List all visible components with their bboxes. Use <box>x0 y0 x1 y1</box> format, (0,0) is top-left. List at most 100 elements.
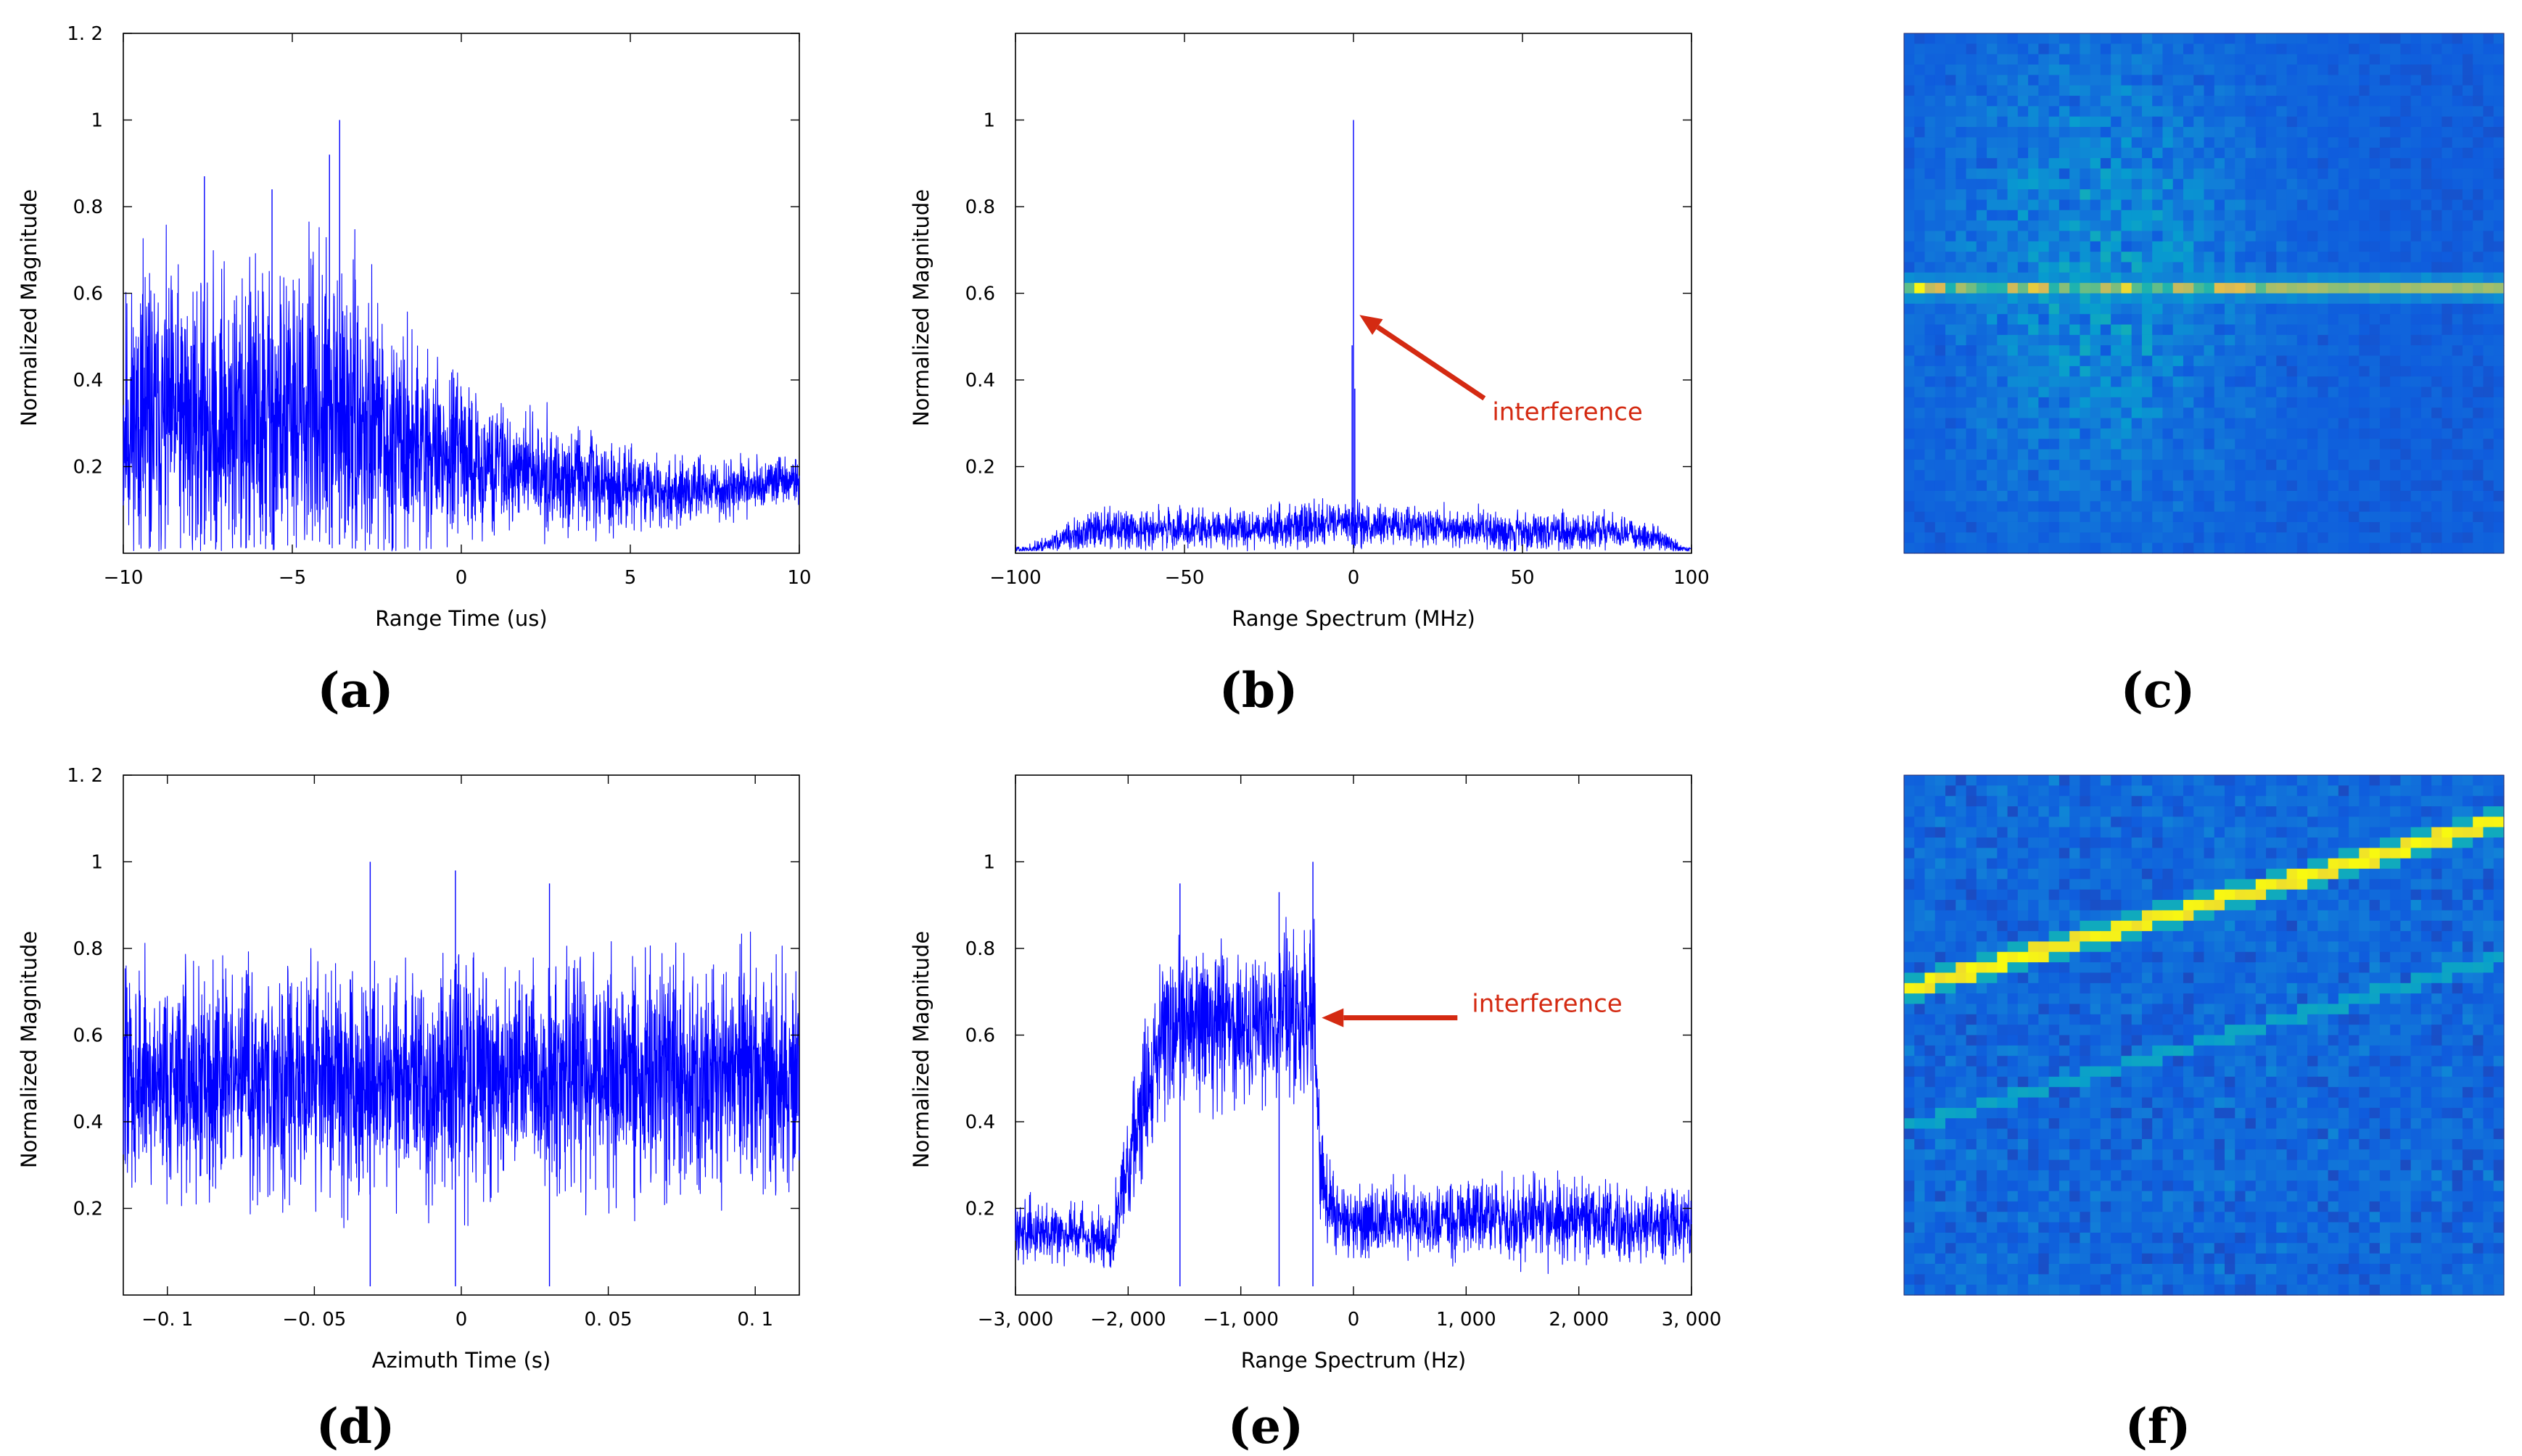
heatmap-cell <box>1945 324 1956 336</box>
heatmap-cell <box>2473 1045 2484 1056</box>
heatmap-cell <box>2307 127 2318 138</box>
heatmap-cell <box>2317 951 2329 963</box>
heatmap-cell <box>2255 816 2267 828</box>
heatmap-cell <box>2245 127 2257 138</box>
heatmap-cell <box>2214 397 2225 408</box>
heatmap-cell <box>1945 283 1956 294</box>
heatmap-cell <box>2111 324 2122 336</box>
heatmap-cell <box>2441 858 2453 869</box>
heatmap-cell <box>2131 470 2143 481</box>
heatmap-cell <box>1924 889 1936 901</box>
heatmap-cell <box>2007 189 2019 201</box>
x-tick-label: −0. 1 <box>141 1309 193 1331</box>
heatmap-cell <box>2111 837 2122 848</box>
heatmap-cell <box>2317 231 2329 242</box>
heatmap-cell <box>2028 869 2039 880</box>
heatmap-cell <box>1976 137 1987 149</box>
heatmap-cell <box>2452 795 2463 807</box>
heatmap-cell <box>2349 199 2360 211</box>
heatmap-cell <box>1997 439 2008 450</box>
heatmap-cell <box>2183 439 2194 450</box>
heatmap-cell <box>2379 983 2391 994</box>
heatmap-cell <box>2141 386 2153 398</box>
heatmap-cell <box>1987 137 1998 149</box>
heatmap-cell <box>2452 116 2463 128</box>
heatmap-cell <box>2183 127 2194 138</box>
x-tick-label: 0. 05 <box>585 1309 632 1331</box>
heatmap-cell <box>1956 1045 1967 1056</box>
heatmap-cell <box>2111 889 2122 901</box>
heatmap-cell <box>2410 806 2422 817</box>
heatmap-cell <box>1945 848 1956 859</box>
heatmap-cell <box>2059 252 2070 263</box>
heatmap-cell <box>2420 44 2432 55</box>
heatmap-cell <box>2235 879 2246 890</box>
heatmap-cell <box>2400 178 2412 190</box>
heatmap-cell <box>2328 1107 2339 1119</box>
heatmap-cell <box>2296 459 2308 471</box>
heatmap-cell <box>2100 397 2111 408</box>
heatmap-cell <box>2048 189 2060 201</box>
heatmap-cell <box>2183 1056 2194 1067</box>
heatmap-cell <box>1987 869 1998 880</box>
heatmap-cell <box>2225 314 2235 326</box>
heatmap-cell <box>2111 428 2122 439</box>
x-tick-label: 2, 000 <box>1549 1309 1609 1331</box>
heatmap-cell <box>2100 158 2111 170</box>
heatmap-cell <box>2483 795 2494 807</box>
heatmap-cell <box>2307 262 2318 273</box>
heatmap-cell <box>2473 889 2484 901</box>
heatmap-cell <box>2090 827 2101 838</box>
heatmap-cell <box>1904 449 1915 460</box>
heatmap-cell <box>1934 106 1946 117</box>
heatmap-cell <box>2379 1076 2391 1088</box>
heatmap-cell <box>2441 993 2453 1005</box>
heatmap-cell <box>2121 147 2132 159</box>
heatmap-cell <box>2349 542 2360 554</box>
heatmap-cell <box>1945 127 1956 138</box>
heatmap-cell <box>2276 1056 2288 1067</box>
heatmap-cell <box>2121 449 2132 460</box>
heatmap-cell <box>1945 345 1956 357</box>
heatmap-cell <box>2276 1097 2288 1109</box>
heatmap-cell <box>2379 199 2391 211</box>
heatmap-cell <box>2296 806 2308 817</box>
heatmap-cell <box>2059 1025 2070 1036</box>
heatmap-cell <box>2349 889 2360 901</box>
heatmap-cell <box>2483 532 2494 544</box>
heatmap-cell <box>2369 439 2381 450</box>
heatmap-cell <box>2225 127 2235 138</box>
heatmap-cell <box>2028 459 2039 471</box>
heatmap-cell <box>2431 470 2443 481</box>
heatmap-cell <box>1904 324 1915 336</box>
heatmap-cell <box>2235 542 2246 554</box>
heatmap-cell <box>2473 1035 2484 1046</box>
heatmap-cell <box>2162 889 2174 901</box>
heatmap-cell <box>2473 1097 2484 1109</box>
heatmap-cell <box>2317 137 2329 149</box>
heatmap-cell <box>2266 1066 2277 1077</box>
heatmap-cell <box>2204 480 2215 492</box>
heatmap-cell <box>2452 386 2463 398</box>
heatmap-cell <box>2493 962 2505 974</box>
x-tick-label: −1, 000 <box>1203 1309 1278 1331</box>
heatmap-cell <box>2152 490 2164 502</box>
heatmap-cell <box>2473 116 2484 128</box>
heatmap-cell <box>2141 501 2153 513</box>
heatmap-cell <box>2100 521 2111 533</box>
heatmap-cell <box>2369 910 2381 922</box>
heatmap-cell <box>1914 408 1926 419</box>
heatmap-cell <box>1945 795 1956 807</box>
heatmap-cell <box>2255 1066 2267 1077</box>
heatmap-cell <box>2080 1107 2091 1119</box>
heatmap-cell <box>2349 785 2360 797</box>
heatmap-cell <box>2183 542 2194 554</box>
heatmap-cell <box>2452 178 2463 190</box>
heatmap-cell <box>2141 96 2153 107</box>
heatmap-cell <box>2276 827 2288 838</box>
heatmap-cell <box>2245 910 2257 922</box>
heatmap-cell <box>2276 1004 2288 1015</box>
heatmap-cell <box>2266 501 2277 513</box>
heatmap-cell <box>2462 408 2473 419</box>
heatmap-cell <box>2193 1066 2205 1077</box>
